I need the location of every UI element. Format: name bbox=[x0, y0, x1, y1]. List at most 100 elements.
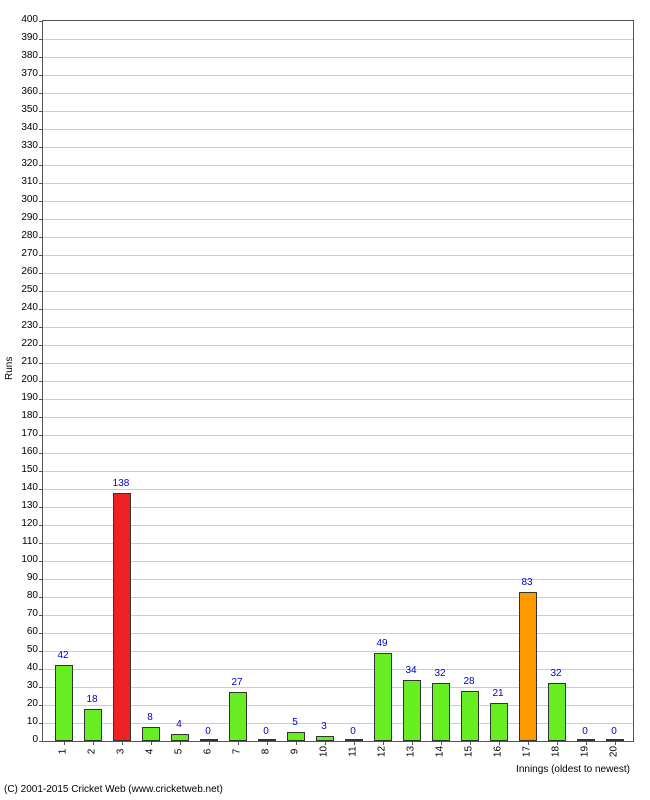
gridline bbox=[43, 615, 633, 616]
y-tick-label: 340 bbox=[8, 122, 38, 133]
gridline bbox=[43, 561, 633, 562]
y-tick-label: 70 bbox=[8, 608, 38, 619]
x-tick-label: 16 bbox=[493, 742, 504, 762]
y-tick bbox=[39, 399, 43, 400]
y-tick bbox=[39, 291, 43, 292]
y-tick bbox=[39, 273, 43, 274]
gridline bbox=[43, 579, 633, 580]
y-tick-label: 250 bbox=[8, 284, 38, 295]
gridline bbox=[43, 399, 633, 400]
gridline bbox=[43, 291, 633, 292]
x-tick-label: 13 bbox=[406, 742, 417, 762]
gridline bbox=[43, 489, 633, 490]
y-tick bbox=[39, 561, 43, 562]
y-tick bbox=[39, 93, 43, 94]
y-tick-label: 110 bbox=[8, 536, 38, 547]
y-tick-label: 280 bbox=[8, 230, 38, 241]
bar bbox=[490, 703, 508, 741]
y-tick-label: 240 bbox=[8, 302, 38, 313]
chart-container: Runs Innings (oldest to newest) (C) 2001… bbox=[0, 0, 650, 800]
y-tick bbox=[39, 615, 43, 616]
y-tick-label: 60 bbox=[8, 626, 38, 637]
bar bbox=[374, 653, 392, 741]
y-tick bbox=[39, 21, 43, 22]
y-tick bbox=[39, 597, 43, 598]
y-tick-label: 310 bbox=[8, 176, 38, 187]
x-tick-label: 4 bbox=[145, 742, 156, 762]
y-tick bbox=[39, 669, 43, 670]
gridline bbox=[43, 597, 633, 598]
y-tick bbox=[39, 381, 43, 382]
gridline bbox=[43, 363, 633, 364]
gridline bbox=[43, 453, 633, 454]
y-tick-label: 180 bbox=[8, 410, 38, 421]
y-tick-label: 30 bbox=[8, 680, 38, 691]
x-tick-label: 3 bbox=[116, 742, 127, 762]
x-tick-label: 5 bbox=[174, 742, 185, 762]
y-tick-label: 360 bbox=[8, 86, 38, 97]
y-tick bbox=[39, 687, 43, 688]
y-tick bbox=[39, 237, 43, 238]
bar bbox=[113, 493, 131, 741]
gridline bbox=[43, 543, 633, 544]
y-tick bbox=[39, 417, 43, 418]
x-tick-label: 7 bbox=[232, 742, 243, 762]
y-tick-label: 390 bbox=[8, 32, 38, 43]
y-tick-label: 50 bbox=[8, 644, 38, 655]
bar-value-label: 0 bbox=[571, 726, 599, 737]
copyright-text: (C) 2001-2015 Cricket Web (www.cricketwe… bbox=[4, 784, 223, 795]
x-tick-label: 6 bbox=[203, 742, 214, 762]
gridline bbox=[43, 327, 633, 328]
plot-area bbox=[42, 20, 634, 742]
y-tick bbox=[39, 309, 43, 310]
y-tick-label: 130 bbox=[8, 500, 38, 511]
y-tick bbox=[39, 363, 43, 364]
x-tick-label: 14 bbox=[435, 742, 446, 762]
bar-value-label: 83 bbox=[513, 577, 541, 588]
y-tick bbox=[39, 327, 43, 328]
y-tick bbox=[39, 435, 43, 436]
gridline bbox=[43, 417, 633, 418]
y-tick-label: 300 bbox=[8, 194, 38, 205]
y-tick-label: 320 bbox=[8, 158, 38, 169]
gridline bbox=[43, 273, 633, 274]
y-tick bbox=[39, 705, 43, 706]
y-tick bbox=[39, 633, 43, 634]
y-tick-label: 380 bbox=[8, 50, 38, 61]
y-tick-label: 400 bbox=[8, 14, 38, 25]
bar-value-label: 28 bbox=[455, 676, 483, 687]
gridline bbox=[43, 633, 633, 634]
y-tick-label: 100 bbox=[8, 554, 38, 565]
gridline bbox=[43, 219, 633, 220]
y-tick bbox=[39, 219, 43, 220]
x-tick-label: 11 bbox=[348, 742, 359, 762]
gridline bbox=[43, 507, 633, 508]
y-tick bbox=[39, 741, 43, 742]
bar-value-label: 21 bbox=[484, 688, 512, 699]
y-tick bbox=[39, 165, 43, 166]
y-tick-label: 210 bbox=[8, 356, 38, 367]
bar-value-label: 3 bbox=[310, 721, 338, 732]
y-tick bbox=[39, 255, 43, 256]
bar bbox=[55, 665, 73, 741]
y-tick bbox=[39, 453, 43, 454]
y-tick-label: 220 bbox=[8, 338, 38, 349]
y-tick bbox=[39, 723, 43, 724]
bar-value-label: 0 bbox=[194, 726, 222, 737]
y-tick-label: 160 bbox=[8, 446, 38, 457]
bar bbox=[229, 692, 247, 741]
y-tick-label: 290 bbox=[8, 212, 38, 223]
gridline bbox=[43, 687, 633, 688]
y-tick bbox=[39, 111, 43, 112]
y-tick-label: 260 bbox=[8, 266, 38, 277]
gridline bbox=[43, 705, 633, 706]
bar-value-label: 0 bbox=[339, 726, 367, 737]
y-tick bbox=[39, 201, 43, 202]
y-tick-label: 140 bbox=[8, 482, 38, 493]
x-tick-label: 17 bbox=[522, 742, 533, 762]
gridline bbox=[43, 237, 633, 238]
y-tick-label: 120 bbox=[8, 518, 38, 529]
y-tick-label: 200 bbox=[8, 374, 38, 385]
x-tick-label: 9 bbox=[290, 742, 301, 762]
x-tick-label: 12 bbox=[377, 742, 388, 762]
